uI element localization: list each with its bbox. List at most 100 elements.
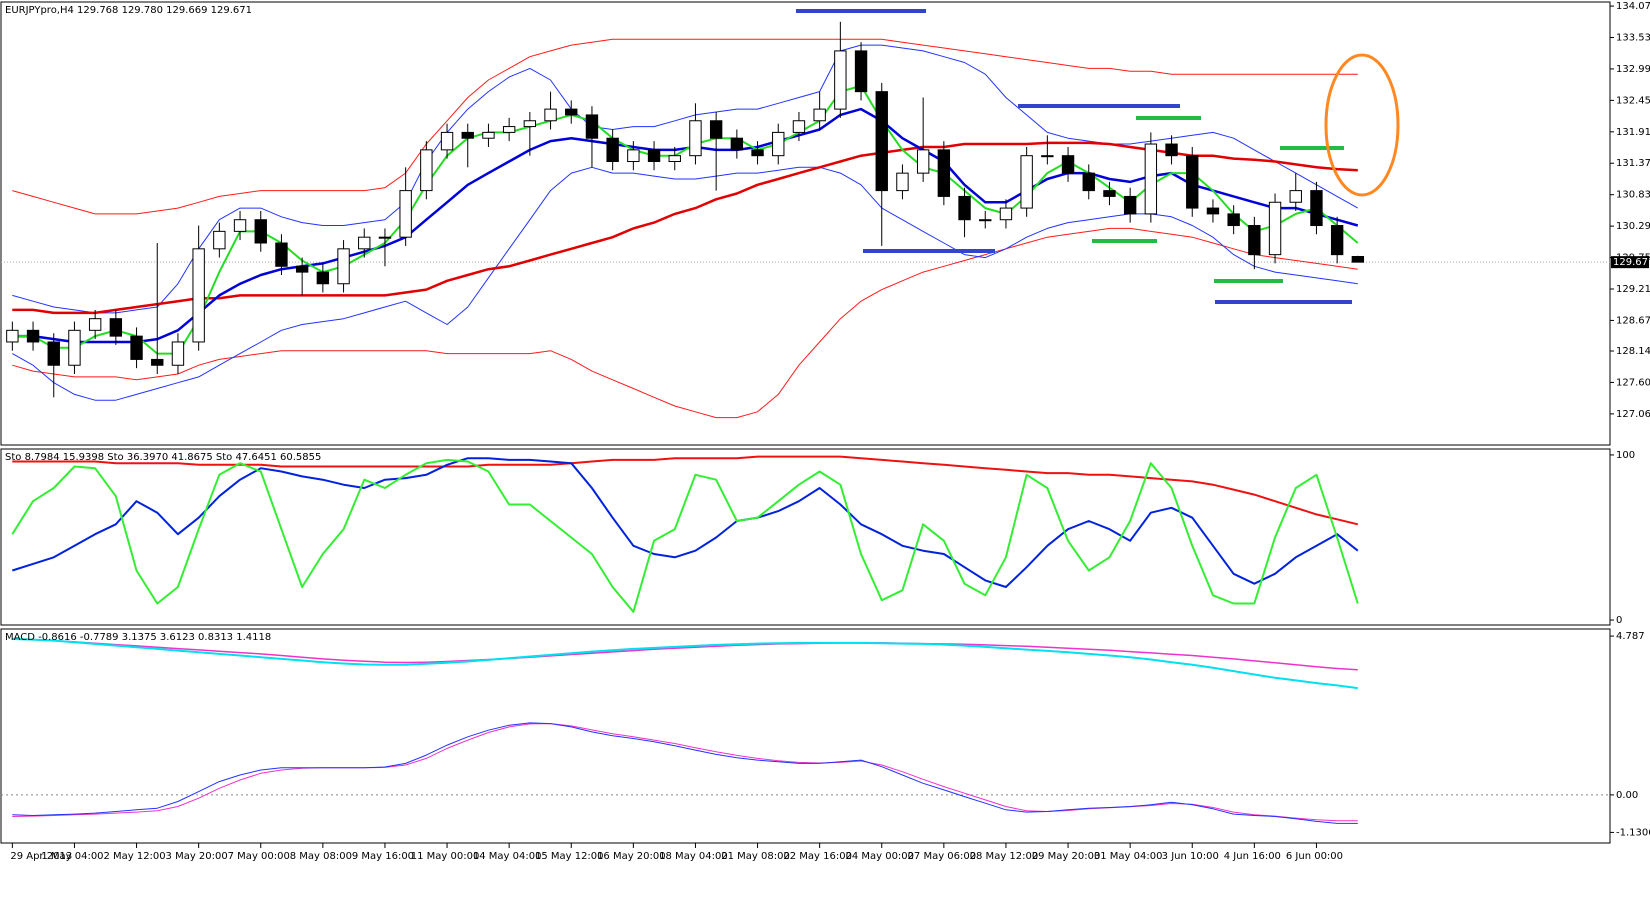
candle-body: [1165, 143, 1178, 157]
candle-body: [999, 207, 1013, 221]
candle-body: [109, 318, 123, 337]
y-tick-label: 128.145: [1616, 346, 1650, 357]
candle-body: [420, 149, 433, 192]
indicator-line: [11, 457, 1359, 588]
x-tick-label: 27 May 06:00: [908, 851, 977, 862]
candle-body: [192, 248, 205, 343]
x-tick-label: 22 May 16:00: [783, 851, 852, 862]
candle-body: [1082, 172, 1095, 192]
candle-body: [709, 120, 723, 139]
y-tick-label: 127.065: [1616, 409, 1650, 420]
last-price-label: 129.671: [1613, 257, 1650, 268]
indicator-line: [12, 227, 1358, 419]
x-tick-label: 2 May 12:00: [103, 851, 165, 862]
candle-body: [1123, 195, 1137, 215]
y-tick-label: -1.1306: [1616, 827, 1650, 838]
candle-body: [233, 219, 247, 232]
candle-body: [461, 131, 474, 139]
indicator-line: [12, 638, 1358, 671]
candle-body: [399, 190, 412, 238]
panel-frame: [0, 448, 1611, 626]
candle-body: [1020, 155, 1033, 209]
candle-body: [730, 137, 744, 151]
drawn-levels: [796, 9, 1400, 304]
panel-plot: [11, 455, 1359, 613]
candle-body: [585, 114, 599, 139]
x-tick-label: 7 May 00:00: [228, 851, 290, 862]
candle-body: [565, 108, 578, 116]
indicator-line: [11, 458, 1359, 613]
x-tick-label: 24 May 00:00: [845, 851, 914, 862]
candle-body: [916, 149, 930, 174]
panel-frame: [0, 1, 1611, 446]
candle-body: [834, 50, 847, 110]
y-tick-label: 129.210: [1616, 284, 1650, 295]
indicator-line: [12, 141, 1358, 315]
candle-body: [751, 149, 764, 157]
candle-body: [627, 149, 640, 163]
x-tick-label: 29 Apr 2013: [10, 851, 72, 862]
panel-title: MACD -0.8616 -0.7789 3.1375 3.6123 0.831…: [5, 632, 271, 643]
candle-body: [1144, 143, 1158, 215]
x-tick-label: 1 May 04:00: [41, 851, 103, 862]
y-tick-label: 128.670: [1616, 315, 1650, 326]
candle-body: [979, 219, 992, 222]
x-tick-label: 16 May 20:00: [597, 851, 666, 862]
y-tick-label: 130.290: [1616, 221, 1650, 232]
candle-body: [1268, 201, 1282, 256]
x-tick-label: 9 May 16:00: [352, 851, 414, 862]
panel-title: Sto 8.7984 15.9398 Sto 36.3970 41.8675 S…: [5, 452, 321, 463]
candle-body: [254, 219, 267, 244]
candle-body: [337, 248, 350, 285]
candle-body: [523, 120, 537, 128]
candle-body: [378, 236, 392, 239]
candle-body: [1310, 190, 1323, 227]
x-tick-label: 3 May 20:00: [166, 851, 228, 862]
x-tick-label: 14 May 04:00: [473, 851, 542, 862]
x-tick-label: 18 May 04:00: [659, 851, 728, 862]
x-tick-label: 28 May 12:00: [970, 851, 1039, 862]
candle-body: [896, 172, 909, 192]
candle-body: [854, 50, 868, 93]
indicator-line: [12, 638, 1358, 690]
y-tick-label: 4.787: [1616, 631, 1645, 642]
candle-body: [502, 126, 516, 133]
candle-body: [482, 131, 495, 139]
y-tick-label: 0.00: [1616, 790, 1638, 801]
candle-body: [1289, 190, 1302, 203]
candle-body: [26, 329, 40, 343]
indicator-line: [12, 107, 1359, 344]
x-tick-label: 15 May 12:00: [535, 851, 604, 862]
y-tick-label: 130.830: [1616, 190, 1650, 201]
y-tick-label: 131.370: [1616, 158, 1650, 169]
x-tick-label: 29 May 20:00: [1032, 851, 1101, 862]
y-tick-label: 132.990: [1616, 64, 1650, 75]
candle-body: [1041, 155, 1054, 158]
y-tick-label: 132.450: [1616, 95, 1650, 106]
indicator-line: [12, 722, 1358, 824]
candle-body: [68, 329, 81, 366]
candle-body: [958, 195, 971, 221]
candle-body: [1061, 155, 1075, 174]
panels: 134.070 133.530 132.990 132.450 131.910 131.3…: [0, 1, 1650, 862]
candle-body: [1351, 256, 1365, 263]
candle-body: [1227, 213, 1240, 227]
candle-body: [937, 149, 951, 197]
candle-body: [875, 91, 888, 192]
last-price-box: [1611, 256, 1649, 269]
x-tick-label: 6 Jun 00:00: [1286, 851, 1343, 862]
y-tick-label: 127.605: [1616, 377, 1650, 388]
candle-body: [88, 318, 102, 331]
candle-body: [275, 242, 288, 267]
y-tick-label: 134.070: [1616, 1, 1650, 12]
highlight-ellipse: [1324, 53, 1400, 197]
x-tick-label: 8 May 08:00: [290, 851, 352, 862]
candle-body: [295, 265, 309, 273]
candle-body: [1330, 225, 1344, 256]
indicator-line: [12, 44, 1359, 314]
candle-body: [544, 108, 557, 122]
candle-body: [47, 341, 60, 366]
x-tick-label: 3 Jun 10:00: [1162, 851, 1219, 862]
candle-body: [1206, 207, 1220, 215]
